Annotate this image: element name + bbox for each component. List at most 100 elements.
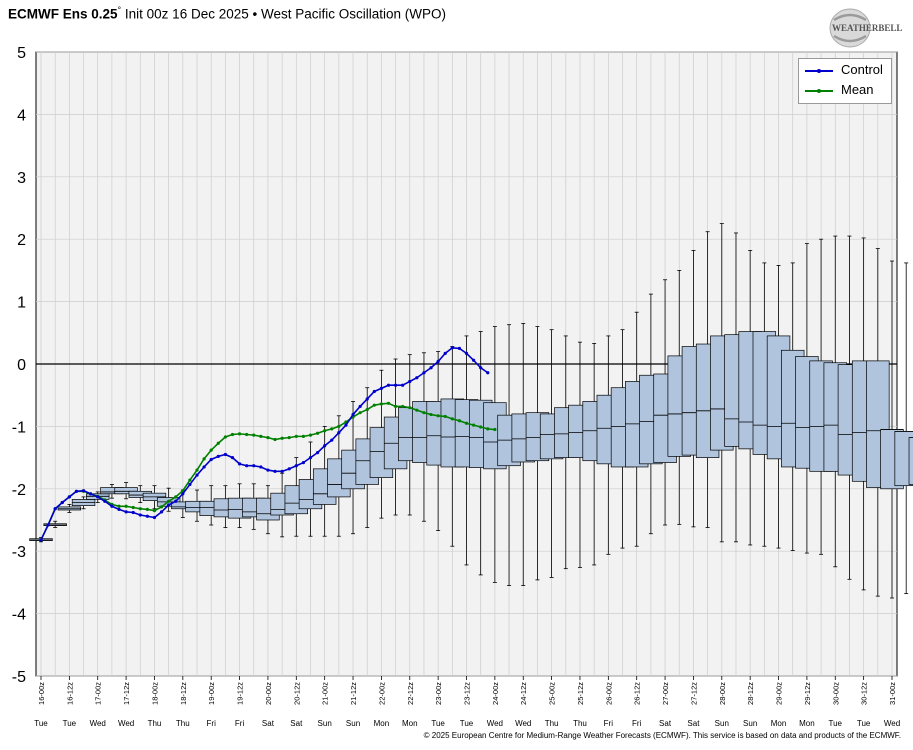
weatherbell-logo: WEATHERBELL	[829, 8, 902, 48]
control-point	[181, 492, 185, 496]
control-point	[479, 366, 483, 370]
x-day-label: Mon	[402, 719, 418, 728]
x-day-label: Sat	[290, 719, 303, 728]
control-point	[301, 460, 305, 465]
x-day-label: Sun	[346, 719, 360, 728]
x-tick-label: 21-12z	[349, 682, 358, 705]
control-point	[124, 510, 128, 514]
x-day-label: Thu	[148, 719, 162, 728]
x-day-label: Sun	[743, 719, 757, 728]
x-day-label: Tue	[63, 719, 77, 728]
control-point	[188, 482, 192, 487]
control-point	[67, 495, 71, 499]
mean-point	[401, 404, 405, 409]
x-day-label: Mon	[374, 719, 390, 728]
control-point	[152, 515, 157, 520]
control-point	[401, 383, 405, 387]
mean-point	[422, 411, 426, 415]
x-tick-label: 16-12z	[65, 682, 74, 705]
x-day-label: Tue	[34, 719, 48, 728]
control-point	[245, 464, 249, 468]
mean-point	[393, 404, 398, 409]
mean-point	[287, 436, 291, 440]
y-tick-label: 2	[17, 232, 26, 249]
mean-point	[159, 505, 164, 509]
x-tick-label: 26-00z	[604, 682, 613, 705]
title-degree: °	[117, 5, 122, 15]
y-tick-label: 3	[17, 170, 26, 187]
mean-point	[280, 436, 284, 440]
x-tick-label: 29-00z	[775, 682, 784, 705]
mean-point	[188, 478, 192, 482]
x-day-label: Wed	[90, 719, 106, 728]
control-point	[266, 468, 270, 472]
mean-point	[386, 401, 391, 405]
mean-point	[450, 417, 454, 421]
mean-point	[131, 505, 135, 510]
y-tick-label: -3	[12, 544, 26, 561]
control-point	[337, 431, 341, 435]
control-point	[96, 495, 100, 499]
mean-point	[273, 437, 277, 442]
x-day-label: Tue	[460, 719, 474, 728]
control-point	[415, 376, 419, 380]
control-point	[471, 358, 476, 362]
x-tick-label: 25-00z	[548, 682, 557, 705]
x-day-label: Fri	[235, 719, 245, 728]
x-day-label: Wed	[487, 719, 503, 728]
x-tick-label: 24-12z	[519, 682, 528, 705]
mean-point	[358, 411, 362, 415]
control-point	[386, 383, 391, 387]
mean-point	[245, 432, 249, 437]
mean-point	[337, 424, 341, 428]
control-point	[323, 444, 327, 448]
control-point	[422, 371, 426, 375]
x-day-label: Tue	[829, 719, 843, 728]
control-point	[103, 499, 107, 503]
x-tick-label: 16-00z	[37, 682, 46, 705]
mean-marker	[817, 89, 821, 93]
x-tick-label: 30-12z	[860, 682, 869, 705]
mean-point	[464, 421, 469, 425]
x-tick-label: 18-12z	[179, 682, 188, 705]
mean-point	[457, 419, 462, 423]
mean-point	[195, 468, 199, 472]
control-point	[81, 489, 86, 493]
x-day-label: Tue	[857, 719, 871, 728]
control-point	[287, 467, 291, 471]
y-tick-label: 4	[17, 107, 26, 124]
control-point	[89, 492, 93, 496]
x-day-label: Tue	[431, 719, 445, 728]
box-iqr	[908, 437, 913, 485]
y-tick-label: -1	[12, 419, 26, 436]
x-day-label: Sun	[318, 719, 332, 728]
control-point	[195, 473, 199, 477]
x-tick-label: 22-00z	[377, 682, 386, 705]
mean-point	[372, 403, 376, 407]
y-tick-label: -5	[12, 669, 26, 686]
control-point	[294, 464, 298, 468]
x-day-label: Fri	[207, 719, 217, 728]
box-iqr	[114, 487, 138, 495]
mean-point	[259, 434, 263, 438]
legend: Control Mean	[798, 58, 892, 104]
x-tick-label: 26-12z	[633, 682, 642, 705]
x-tick-label: 20-12z	[292, 682, 301, 705]
control-point	[315, 451, 320, 455]
mean-point	[308, 433, 313, 437]
mean-point	[323, 429, 327, 433]
x-tick-label: 25-12z	[576, 682, 585, 705]
mean-point	[202, 457, 206, 461]
control-point	[273, 469, 277, 473]
x-tick-label: 28-12z	[746, 682, 755, 705]
x-tick-label: 23-12z	[463, 682, 472, 705]
legend-control-label: Control	[841, 62, 883, 77]
control-point	[216, 454, 220, 458]
control-point	[259, 465, 263, 469]
control-point	[436, 359, 440, 364]
x-day-label: Thu	[545, 719, 559, 728]
mean-point	[223, 435, 227, 439]
control-point	[167, 503, 171, 507]
control-point	[464, 351, 469, 355]
